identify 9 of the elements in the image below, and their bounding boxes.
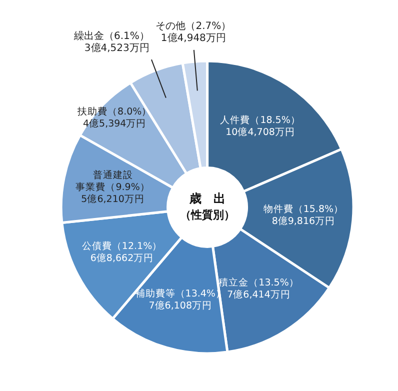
slice-label: 繰出金（6.1%） 3億4,523万円 <box>73 30 150 54</box>
slice-label: 人件費（18.5%） 10億4,708万円 <box>220 114 300 138</box>
text: 歳 出 <box>188 192 226 206</box>
slice-label: その他（2.7%） 1億4,948万円 <box>156 20 232 44</box>
slice-label: 物件費（15.8%） 8億9,816万円 <box>263 203 344 228</box>
slice-label: 公債費（12.1%） 6億8,662万円 <box>82 240 162 264</box>
text: （性質別） <box>180 208 235 222</box>
slice-label: 普通建設事業費（9.9%） 5億6,210万円 <box>76 169 150 206</box>
slice-label: 扶助費（8.0%） 4億5,394万円 <box>76 105 152 130</box>
